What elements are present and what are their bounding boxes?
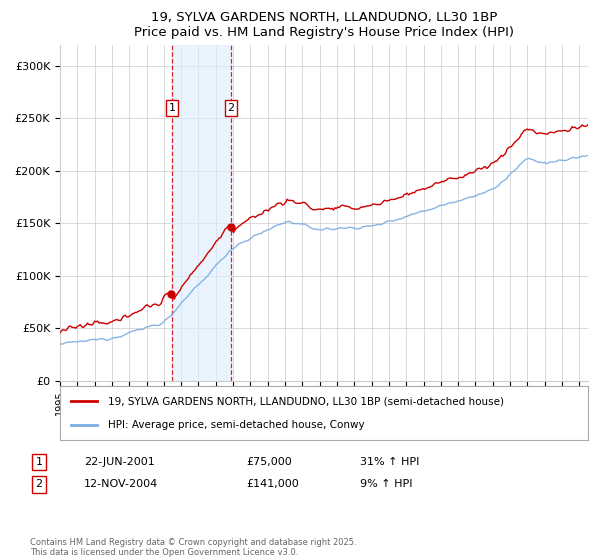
Title: 19, SYLVA GARDENS NORTH, LLANDUDNO, LL30 1BP
Price paid vs. HM Land Registry's H: 19, SYLVA GARDENS NORTH, LLANDUDNO, LL30…: [134, 11, 514, 39]
Text: 1: 1: [35, 457, 43, 467]
Text: Contains HM Land Registry data © Crown copyright and database right 2025.
This d: Contains HM Land Registry data © Crown c…: [30, 538, 356, 557]
Text: 12-NOV-2004: 12-NOV-2004: [84, 479, 158, 489]
Text: HPI: Average price, semi-detached house, Conwy: HPI: Average price, semi-detached house,…: [107, 419, 364, 430]
Text: 22-JUN-2001: 22-JUN-2001: [84, 457, 155, 467]
Text: 2: 2: [35, 479, 43, 489]
Text: 19, SYLVA GARDENS NORTH, LLANDUDNO, LL30 1BP (semi-detached house): 19, SYLVA GARDENS NORTH, LLANDUDNO, LL30…: [107, 396, 503, 407]
Text: 2: 2: [227, 103, 235, 113]
Bar: [172, 45, 231, 381]
Text: £75,000: £75,000: [246, 457, 292, 467]
Text: £141,000: £141,000: [246, 479, 299, 489]
Text: 31% ↑ HPI: 31% ↑ HPI: [360, 457, 419, 467]
Text: 1: 1: [169, 103, 176, 113]
Text: 9% ↑ HPI: 9% ↑ HPI: [360, 479, 413, 489]
